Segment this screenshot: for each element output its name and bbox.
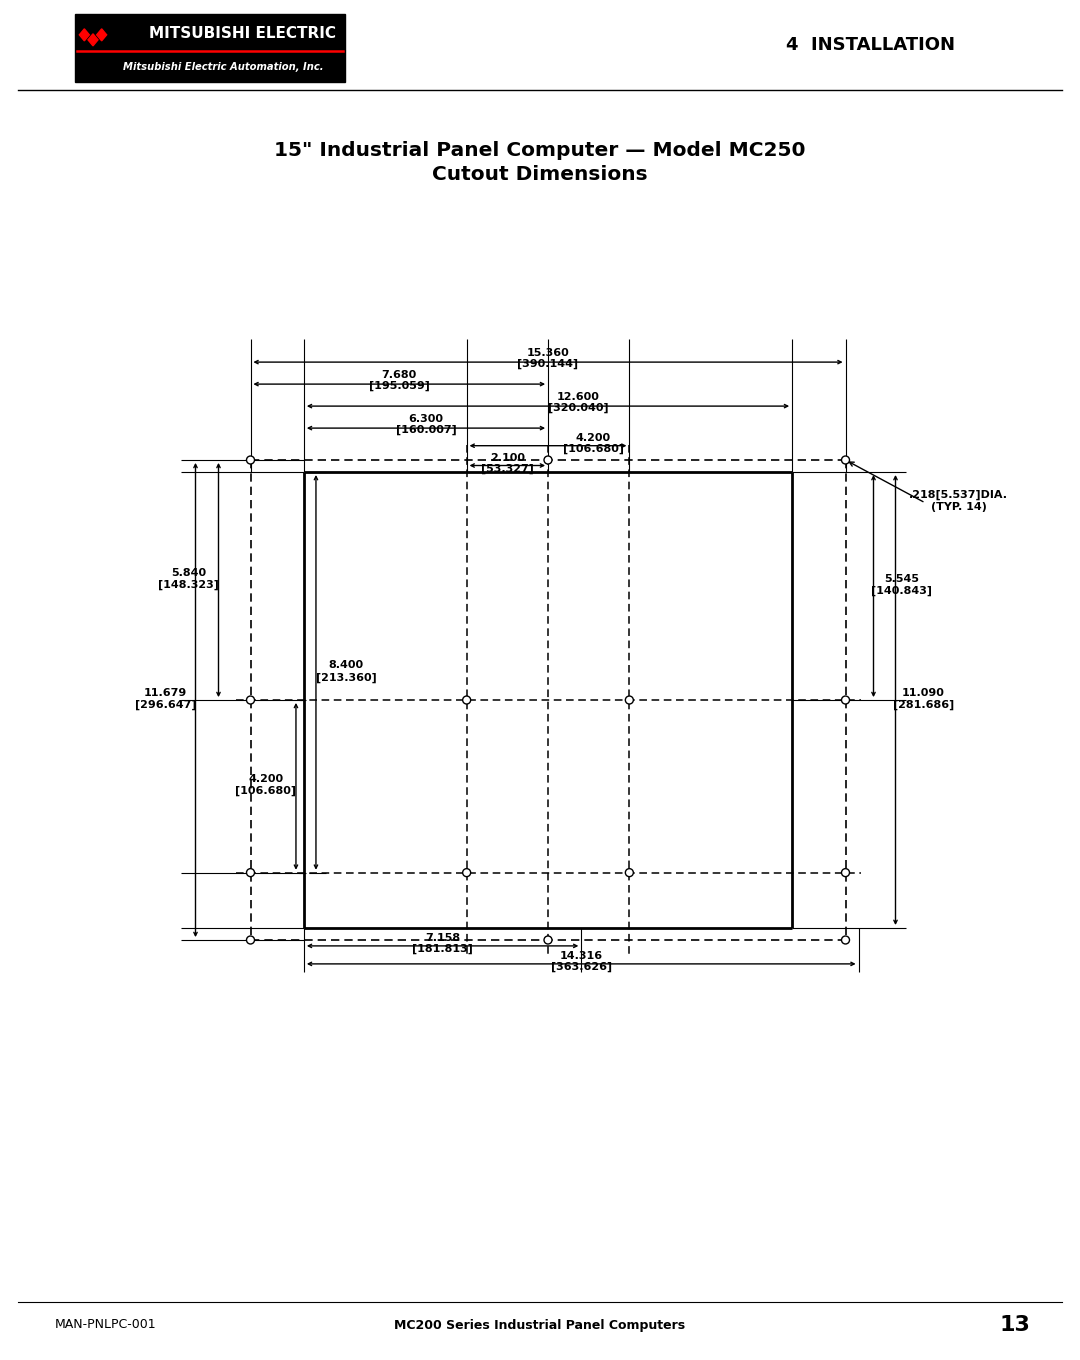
- Text: [195.059]: [195.059]: [368, 381, 430, 392]
- Text: (TYP. 14): (TYP. 14): [931, 502, 986, 511]
- Text: [53.327]: [53.327]: [481, 464, 534, 473]
- Circle shape: [841, 696, 850, 704]
- Text: [296.647]: [296.647]: [135, 700, 197, 710]
- Circle shape: [246, 456, 255, 464]
- Text: 13: 13: [1000, 1315, 1030, 1336]
- Text: MITSUBISHI ELECTRIC: MITSUBISHI ELECTRIC: [149, 26, 336, 41]
- Text: 12.600: 12.600: [556, 392, 599, 403]
- Text: 4.200: 4.200: [248, 774, 284, 785]
- Text: MC200 Series Industrial Panel Computers: MC200 Series Industrial Panel Computers: [394, 1318, 686, 1331]
- Circle shape: [544, 936, 552, 944]
- Text: [106.680]: [106.680]: [563, 443, 623, 454]
- Circle shape: [625, 696, 633, 704]
- Circle shape: [625, 869, 633, 877]
- Text: 15.360: 15.360: [527, 348, 569, 358]
- Text: 11.679: 11.679: [144, 688, 187, 698]
- Text: [213.360]: [213.360]: [315, 672, 376, 683]
- Text: 7.680: 7.680: [381, 370, 417, 379]
- Text: [148.323]: [148.323]: [158, 579, 219, 590]
- Text: 8.400: 8.400: [328, 661, 364, 670]
- Polygon shape: [87, 34, 98, 46]
- Text: 5.840: 5.840: [171, 568, 206, 578]
- Polygon shape: [79, 29, 90, 41]
- Text: [181.813]: [181.813]: [413, 944, 473, 953]
- Text: 2.100: 2.100: [490, 453, 525, 462]
- Text: 6.300: 6.300: [408, 413, 444, 424]
- Circle shape: [544, 456, 552, 464]
- Text: 14.316: 14.316: [559, 951, 603, 962]
- Text: MAN-PNLPC-001: MAN-PNLPC-001: [55, 1318, 157, 1331]
- Text: [281.686]: [281.686]: [893, 700, 954, 710]
- Text: [320.040]: [320.040]: [548, 403, 608, 413]
- Circle shape: [841, 456, 850, 464]
- Text: 5.545: 5.545: [885, 574, 919, 583]
- Text: Cutout Dimensions: Cutout Dimensions: [432, 166, 648, 185]
- Circle shape: [841, 936, 850, 944]
- Circle shape: [841, 869, 850, 877]
- Text: [390.144]: [390.144]: [517, 359, 579, 369]
- Circle shape: [246, 936, 255, 944]
- Circle shape: [246, 696, 255, 704]
- Circle shape: [462, 696, 471, 704]
- Text: 4  INSTALLATION: 4 INSTALLATION: [785, 35, 955, 53]
- Polygon shape: [97, 29, 107, 41]
- Bar: [75, 14, 345, 82]
- Text: .218[5.537]DIA.: .218[5.537]DIA.: [909, 490, 1008, 500]
- Text: Mitsubishi Electric Automation, Inc.: Mitsubishi Electric Automation, Inc.: [123, 63, 324, 72]
- Circle shape: [462, 869, 471, 877]
- Circle shape: [246, 869, 255, 877]
- Text: 7.158: 7.158: [426, 933, 460, 942]
- Text: [106.680]: [106.680]: [235, 786, 296, 797]
- Text: [160.007]: [160.007]: [395, 424, 457, 435]
- Text: [140.843]: [140.843]: [870, 586, 932, 596]
- Text: 15" Industrial Panel Computer — Model MC250: 15" Industrial Panel Computer — Model MC…: [274, 140, 806, 159]
- Text: 11.090: 11.090: [902, 688, 945, 698]
- Text: [363.626]: [363.626]: [551, 962, 611, 972]
- Text: 4.200: 4.200: [576, 432, 610, 443]
